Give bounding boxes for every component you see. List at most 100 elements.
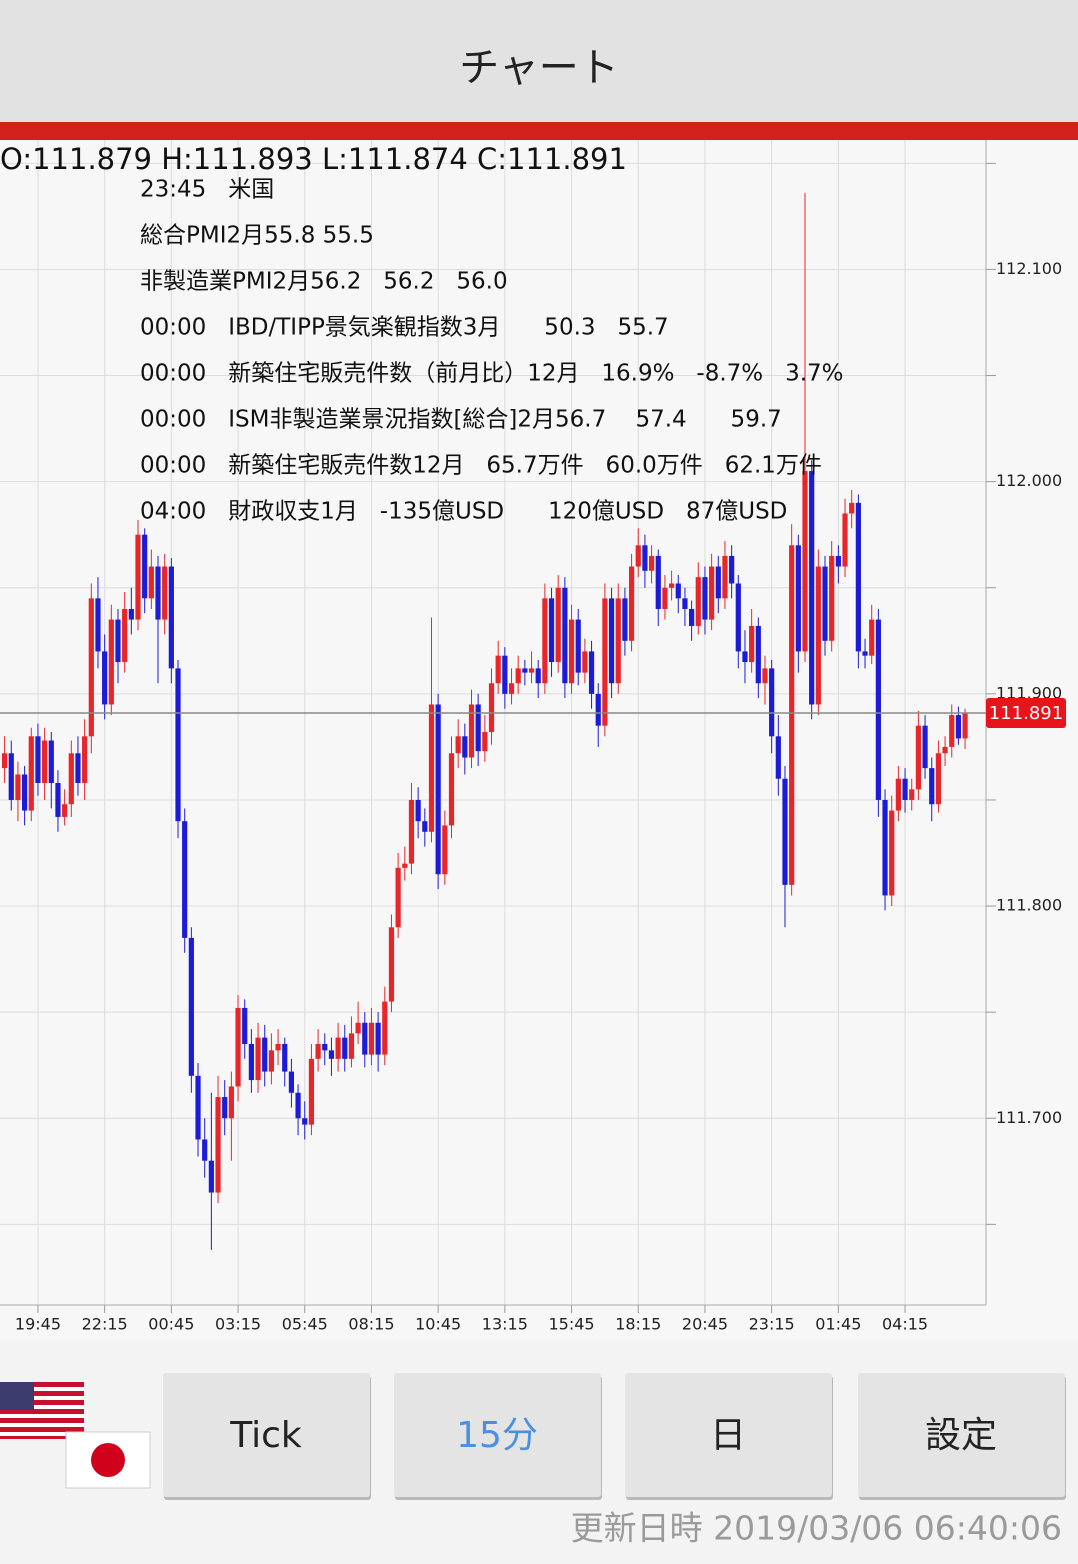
button-label[interactable]: 15分 [456, 1415, 538, 1456]
app-bar [0, 0, 1078, 122]
button[interactable] [163, 1373, 370, 1497]
candle-body [188, 937, 194, 1076]
button[interactable] [625, 1373, 832, 1497]
candle-body [595, 693, 601, 726]
candle-body [428, 704, 435, 832]
candle-body [622, 598, 628, 641]
candle-body [955, 715, 962, 739]
candle-body [695, 577, 701, 626]
candle-body [682, 598, 688, 609]
candle-body [268, 1050, 274, 1072]
candle-body [302, 1118, 308, 1125]
candle-body [168, 566, 174, 669]
candle-body [502, 655, 508, 694]
candle-body [729, 555, 735, 584]
candle-body [262, 1037, 268, 1072]
y-tick-label: 111.800 [996, 896, 1062, 915]
event-row: 00:00 新築住宅販売件数12月 65.7万件 60.0万件 62.1万件 [140, 453, 822, 479]
candle-body [815, 566, 821, 705]
button[interactable] [858, 1373, 1065, 1497]
chart: 112.100 112.000 111.900 111.800 111.700 19:45… [0, 140, 1066, 1334]
candle-body [849, 502, 855, 514]
button-label[interactable]: 設定 [925, 1415, 997, 1456]
x-tick-label: 10:45 [415, 1315, 461, 1334]
stripe [0, 1400, 84, 1405]
button-label[interactable]: 日 [710, 1415, 746, 1456]
candle-body [929, 768, 935, 805]
candle-body [75, 753, 81, 783]
candle-body [755, 625, 761, 684]
candle-body [1, 753, 8, 769]
candle-body [715, 566, 721, 599]
candle-body [588, 651, 595, 694]
candle-body [395, 867, 401, 928]
candle-body [82, 736, 88, 783]
candle-body [802, 471, 808, 652]
candle-body [655, 555, 661, 609]
last-price-label: 111.891 [989, 703, 1063, 724]
x-tick-label: 05:45 [282, 1315, 328, 1334]
x-tick-label: 08:15 [348, 1315, 394, 1334]
candle-body [142, 534, 148, 599]
candle-body [115, 619, 121, 663]
candle-body [375, 1022, 381, 1055]
y-tick-label: 111.900 [996, 683, 1062, 702]
candle-body [8, 753, 14, 800]
candle-body [155, 566, 161, 620]
button-label[interactable]: Tick [229, 1415, 302, 1456]
x-tick-label: 15:45 [548, 1315, 594, 1334]
candle-body [669, 583, 675, 588]
candle-body [789, 545, 795, 885]
candle-body [295, 1092, 301, 1119]
app-title: チャート [459, 45, 619, 91]
candle-body [809, 471, 815, 705]
candle-body [608, 598, 615, 684]
candle-body [535, 668, 541, 684]
candle-body [882, 799, 888, 896]
x-tick-label: 03:15 [215, 1315, 261, 1334]
candle-body [935, 753, 941, 805]
candle-body [922, 725, 928, 769]
candle-body [829, 555, 835, 641]
candle-body [782, 778, 788, 885]
stripe [0, 1436, 84, 1439]
candle-body [842, 513, 848, 567]
candle-body [182, 821, 188, 938]
candle-body [528, 668, 535, 673]
event-row: 非製造業PMI2月56.2 56.2 56.0 [140, 269, 508, 295]
candle-body [62, 804, 68, 817]
x-tick-label: 23:15 [749, 1315, 795, 1334]
candle-body [635, 545, 641, 567]
candle-body [909, 789, 915, 800]
candle-body [42, 740, 48, 783]
candle-body [342, 1037, 348, 1059]
candle-body [35, 736, 41, 783]
candle-body [862, 651, 868, 656]
candle-body [208, 1160, 214, 1193]
candle-body [462, 736, 468, 758]
sun [91, 1443, 125, 1477]
candle-body [615, 598, 621, 684]
candle-body [215, 1097, 221, 1193]
candle-body [68, 753, 74, 805]
candle-body [28, 736, 34, 811]
candle-body [575, 619, 581, 673]
event-row: 00:00 ISM非製造業景況指数[総合]2月56.7 57.4 59.7 [140, 407, 782, 433]
candle-body [55, 782, 61, 817]
candle-body [422, 821, 428, 832]
candle-body [288, 1071, 295, 1093]
candle-body [722, 555, 728, 599]
candle-body [742, 651, 748, 663]
candle-body [749, 625, 755, 663]
x-tick-label: 13:15 [482, 1315, 528, 1334]
candle-body [568, 619, 575, 684]
candle-body [869, 619, 875, 656]
candle-body [735, 583, 741, 652]
candle-body [95, 598, 101, 652]
candle-body [915, 725, 921, 790]
candle-body [769, 668, 775, 737]
candle-body [835, 555, 841, 567]
button[interactable] [394, 1373, 601, 1497]
candle-body [408, 799, 415, 864]
